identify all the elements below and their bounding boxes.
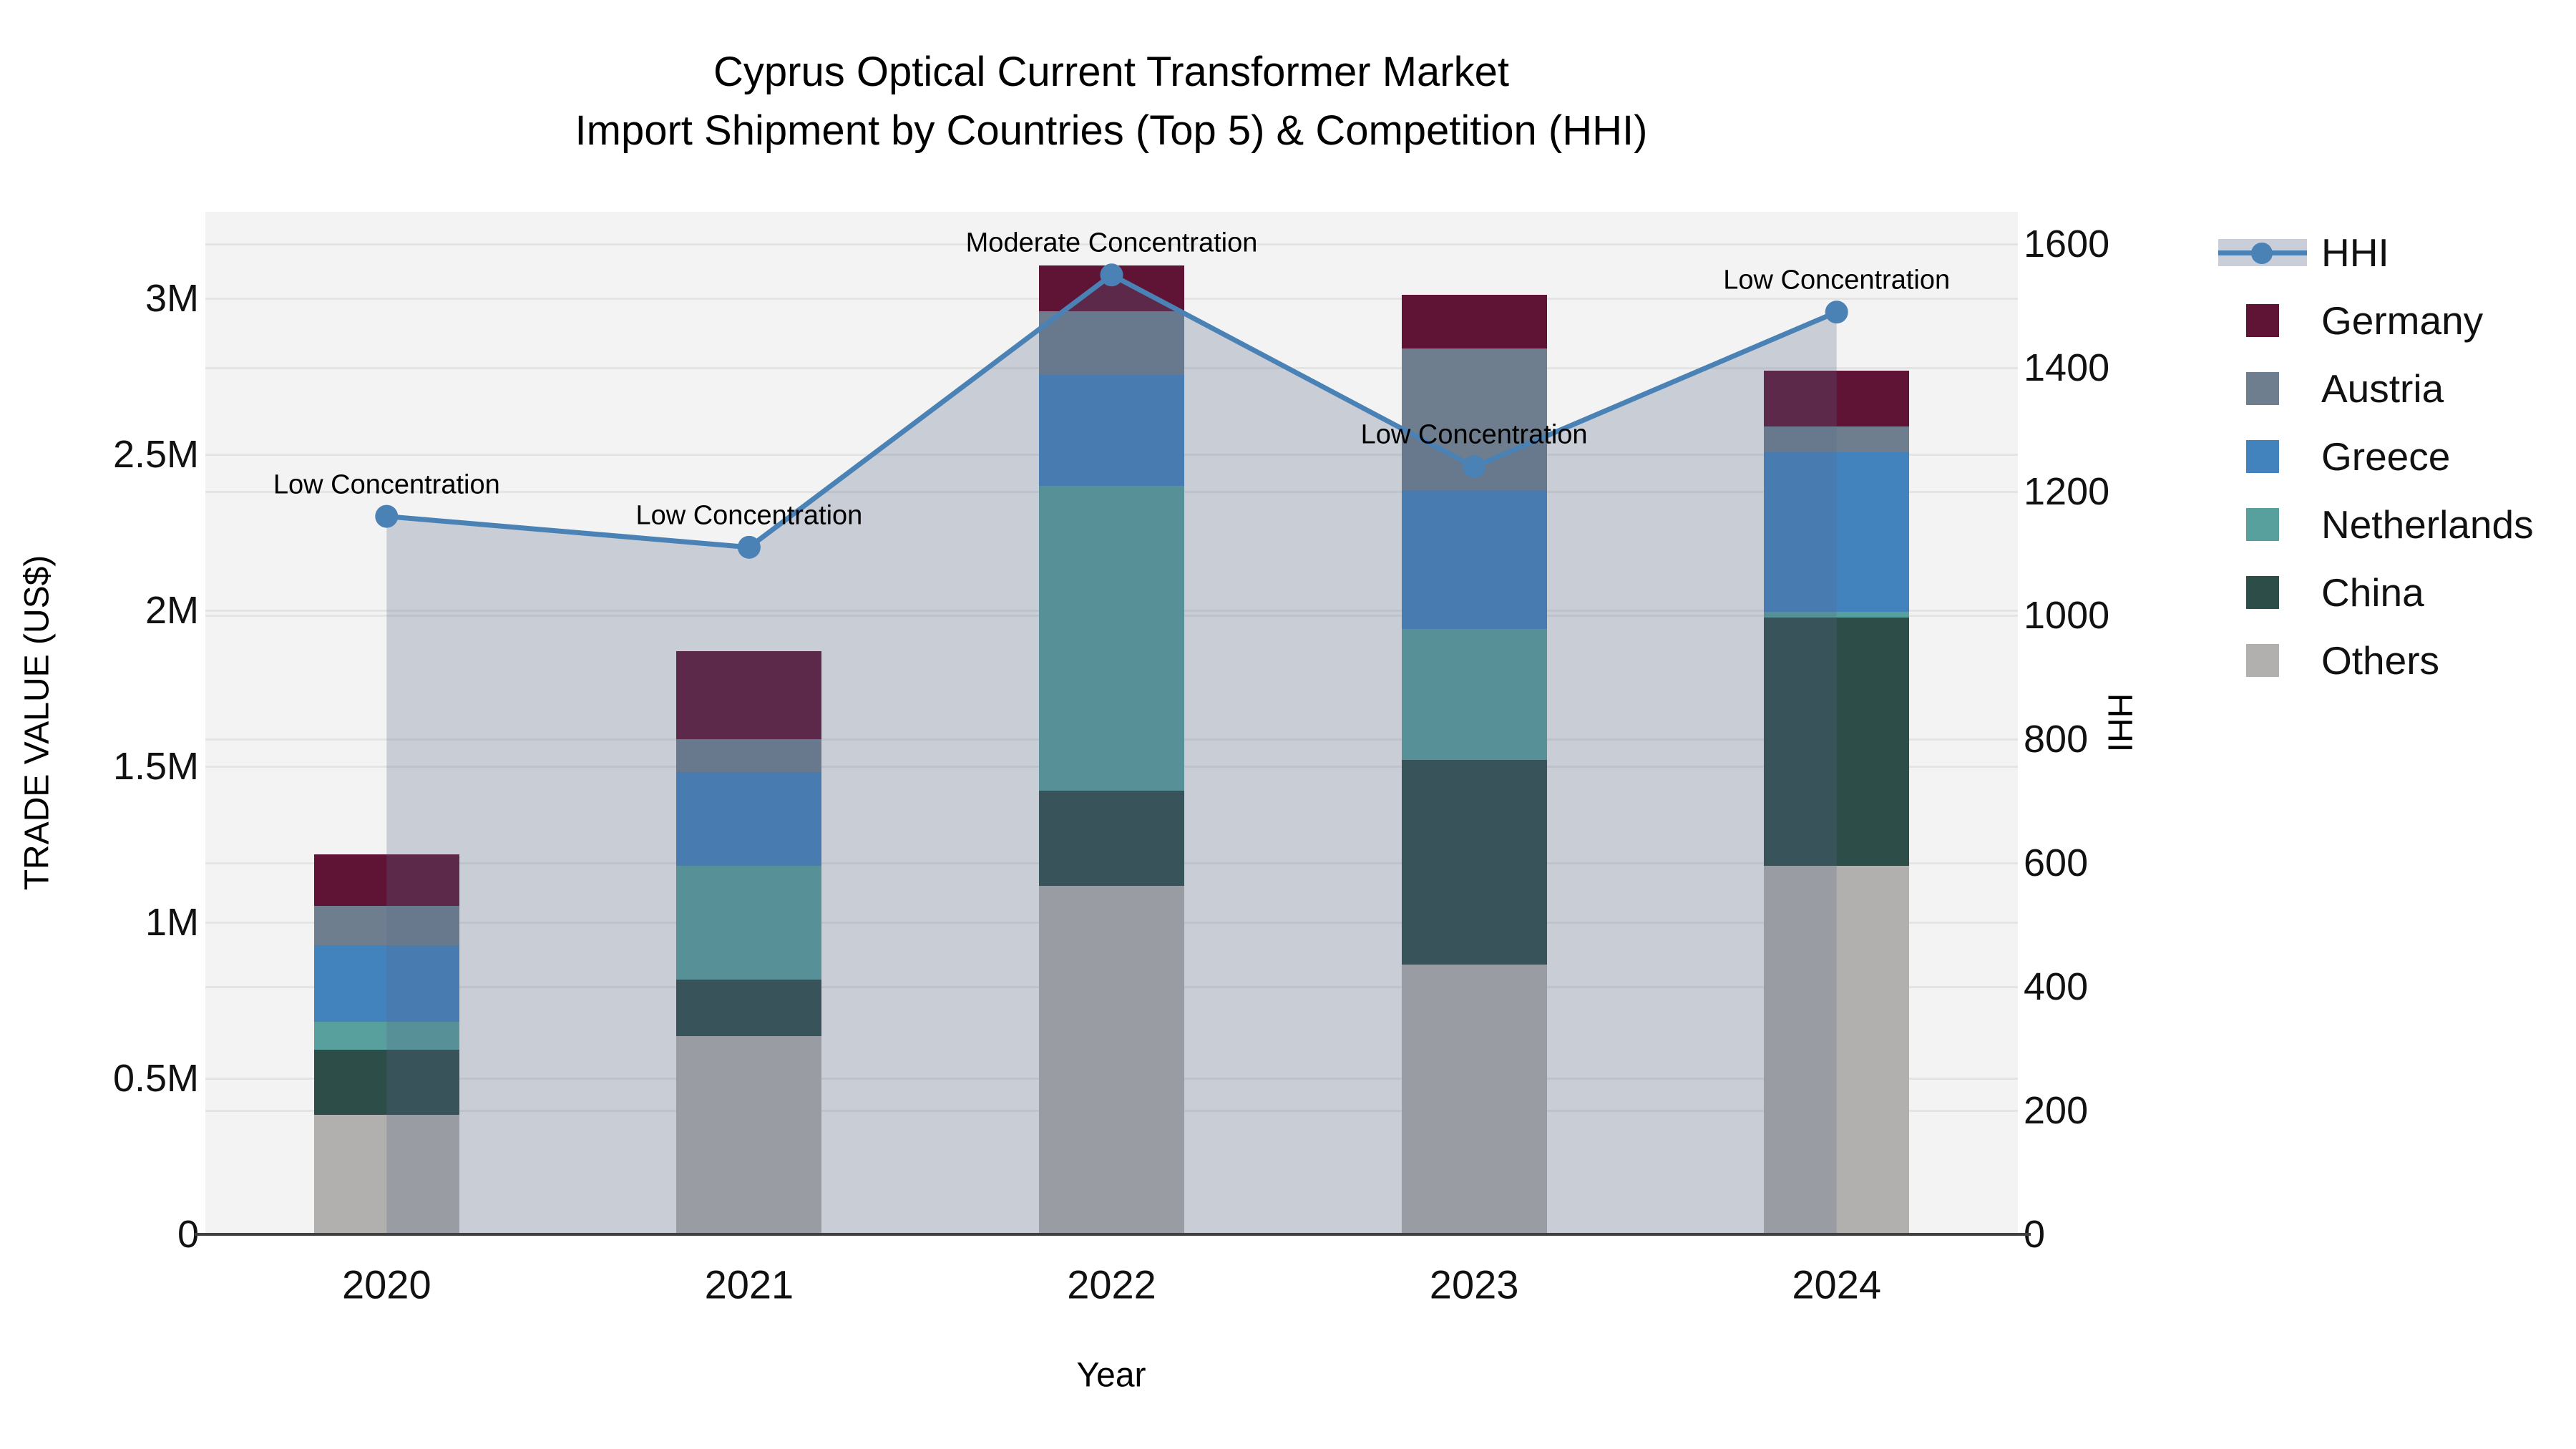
- bar-segment-2023-china: [1401, 759, 1547, 965]
- bar-segment-2023-netherlands: [1401, 629, 1547, 760]
- legend-item-others: Others: [2212, 626, 2534, 694]
- y-left-tick-0.5M: 0.5M: [112, 1056, 199, 1100]
- chart-title: Cyprus Optical Current Transformer Marke…: [0, 43, 2223, 160]
- annotation-2023: Low Concentration: [1360, 419, 1588, 450]
- bar-segment-2021-others: [676, 1036, 822, 1234]
- hhi-marker-2022: [1100, 263, 1123, 287]
- bar-segment-2024-netherlands: [1764, 612, 1910, 618]
- bar-segment-2020-china: [313, 1049, 459, 1115]
- legend-label-greece: Greece: [2321, 434, 2451, 479]
- bar-segment-2020-austria: [313, 905, 459, 945]
- gridline-right-axis: [205, 243, 2018, 245]
- legend-item-china: China: [2212, 558, 2534, 626]
- bar-segment-2022-greece: [1039, 374, 1184, 486]
- bar-segment-2021-germany: [676, 651, 822, 739]
- bar-segment-2020-germany: [313, 854, 459, 906]
- x-axis-line: [195, 1233, 2031, 1236]
- legend-item-hhi: HHI: [2212, 218, 2534, 286]
- bar-segment-2024-germany: [1764, 371, 1910, 427]
- legend-hhi-line-sample: [2218, 238, 2307, 266]
- bar-segment-2021-netherlands: [676, 866, 822, 980]
- legend-swatch-others: [2246, 643, 2279, 677]
- legend-label-china: China: [2321, 570, 2424, 615]
- y-right-tick-1400: 1400: [2024, 346, 2110, 389]
- y-left-tick-2M: 2M: [145, 588, 199, 632]
- y-left-tick-1.5M: 1.5M: [112, 744, 199, 788]
- y-right-tick-1600: 1600: [2024, 222, 2110, 265]
- annotation-2022: Moderate Concentration: [965, 228, 1258, 258]
- legend-label-hhi: HHI: [2321, 230, 2389, 275]
- bar-2021: [676, 651, 822, 1234]
- legend-swatch-greece: [2246, 439, 2279, 473]
- legend-item-netherlands: Netherlands: [2212, 490, 2534, 558]
- bar-2020: [313, 854, 459, 1234]
- hhi-line-layer: [375, 263, 1848, 1234]
- legend-swatch-austria: [2246, 371, 2279, 405]
- y-right-tick-800: 800: [2024, 717, 2089, 761]
- x-tick-2023: 2023: [1429, 1262, 1519, 1307]
- bar-segment-2022-china: [1039, 790, 1184, 886]
- chart-title-line1: Cyprus Optical Current Transformer Marke…: [713, 49, 1509, 95]
- x-tick-2024: 2024: [1792, 1262, 1881, 1307]
- legend-swatch-germany: [2246, 303, 2279, 337]
- y-right-tick-1200: 1200: [2024, 469, 2110, 513]
- legend-item-austria: Austria: [2212, 354, 2534, 422]
- bar-segment-2024-china: [1764, 617, 1910, 867]
- legend-swatch-china: [2246, 575, 2279, 609]
- legend-swatch-netherlands: [2246, 507, 2279, 541]
- bar-segment-2020-greece: [313, 945, 459, 1023]
- bar-segment-2020-others: [313, 1115, 459, 1234]
- bar-segment-2023-others: [1401, 964, 1547, 1234]
- legend-label-others: Others: [2321, 638, 2440, 683]
- bar-segment-2020-netherlands: [313, 1022, 459, 1050]
- y-right-tick-200: 200: [2024, 1088, 2089, 1132]
- chart-title-line2: Import Shipment by Countries (Top 5) & C…: [575, 107, 1648, 154]
- y-left-tick-1M: 1M: [145, 900, 199, 944]
- x-tick-2020: 2020: [342, 1262, 431, 1307]
- bar-segment-2022-others: [1039, 885, 1184, 1234]
- hhi-area-fill: [386, 275, 1837, 1234]
- x-tick-2021: 2021: [704, 1262, 794, 1307]
- hhi-marker-2020: [375, 504, 399, 528]
- y-axis-left-title: TRADE VALUE (US$): [18, 555, 57, 891]
- bar-segment-2022-netherlands: [1039, 485, 1184, 791]
- annotation-2024: Low Concentration: [1723, 265, 1951, 296]
- annotation-2020: Low Concentration: [273, 469, 500, 500]
- legend: HHI Germany Austria Greece Netherlands China O…: [2212, 218, 2534, 694]
- bar-2024: [1764, 371, 1910, 1234]
- legend-label-germany: Germany: [2321, 298, 2484, 343]
- bar-2022: [1039, 265, 1184, 1234]
- legend-label-austria: Austria: [2321, 366, 2444, 411]
- bar-segment-2024-greece: [1764, 452, 1910, 613]
- hhi-marker-2021: [737, 535, 761, 559]
- y-left-tick-2.5M: 2.5M: [112, 432, 199, 476]
- bar-segment-2023-greece: [1401, 490, 1547, 630]
- legend-item-greece: Greece: [2212, 422, 2534, 490]
- legend-label-netherlands: Netherlands: [2321, 502, 2534, 547]
- plot-area: Low Concentration Low Concentration Modera…: [205, 212, 2018, 1234]
- y-left-tick-3M: 3M: [145, 276, 199, 320]
- y-right-tick-600: 600: [2024, 841, 2089, 884]
- bar-segment-2021-greece: [676, 771, 822, 867]
- bar-segment-2023-germany: [1401, 295, 1547, 349]
- y-axis-right-title: HHI: [2100, 693, 2139, 753]
- x-axis-title: Year: [1076, 1356, 1146, 1395]
- legend-item-germany: Germany: [2212, 286, 2534, 354]
- hhi-marker-2024: [1825, 301, 1848, 324]
- bar-segment-2021-china: [676, 979, 822, 1037]
- bar-segment-2022-austria: [1039, 311, 1184, 375]
- bar-segment-2024-austria: [1764, 426, 1910, 452]
- bar-segment-2024-others: [1764, 866, 1910, 1234]
- y-right-tick-400: 400: [2024, 965, 2089, 1008]
- x-tick-2022: 2022: [1067, 1262, 1156, 1307]
- hhi-marker-2023: [1463, 455, 1486, 479]
- y-right-tick-1000: 1000: [2024, 593, 2110, 637]
- annotation-2021: Low Concentration: [635, 500, 863, 531]
- bar-segment-2021-austria: [676, 739, 822, 772]
